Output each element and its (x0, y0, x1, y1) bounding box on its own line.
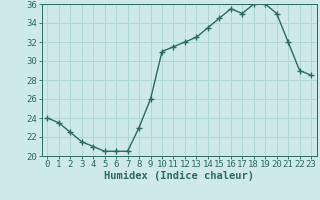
X-axis label: Humidex (Indice chaleur): Humidex (Indice chaleur) (104, 171, 254, 181)
